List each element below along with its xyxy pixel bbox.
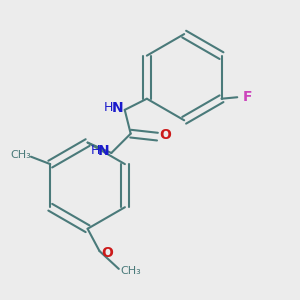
Text: N: N: [112, 101, 123, 116]
Text: H: H: [90, 144, 100, 157]
Text: O: O: [159, 128, 171, 142]
Text: N: N: [98, 145, 110, 158]
Text: F: F: [243, 90, 252, 104]
Text: CH₃: CH₃: [10, 150, 31, 160]
Text: CH₃: CH₃: [120, 266, 141, 276]
Text: O: O: [101, 245, 113, 260]
Text: H: H: [104, 101, 113, 114]
